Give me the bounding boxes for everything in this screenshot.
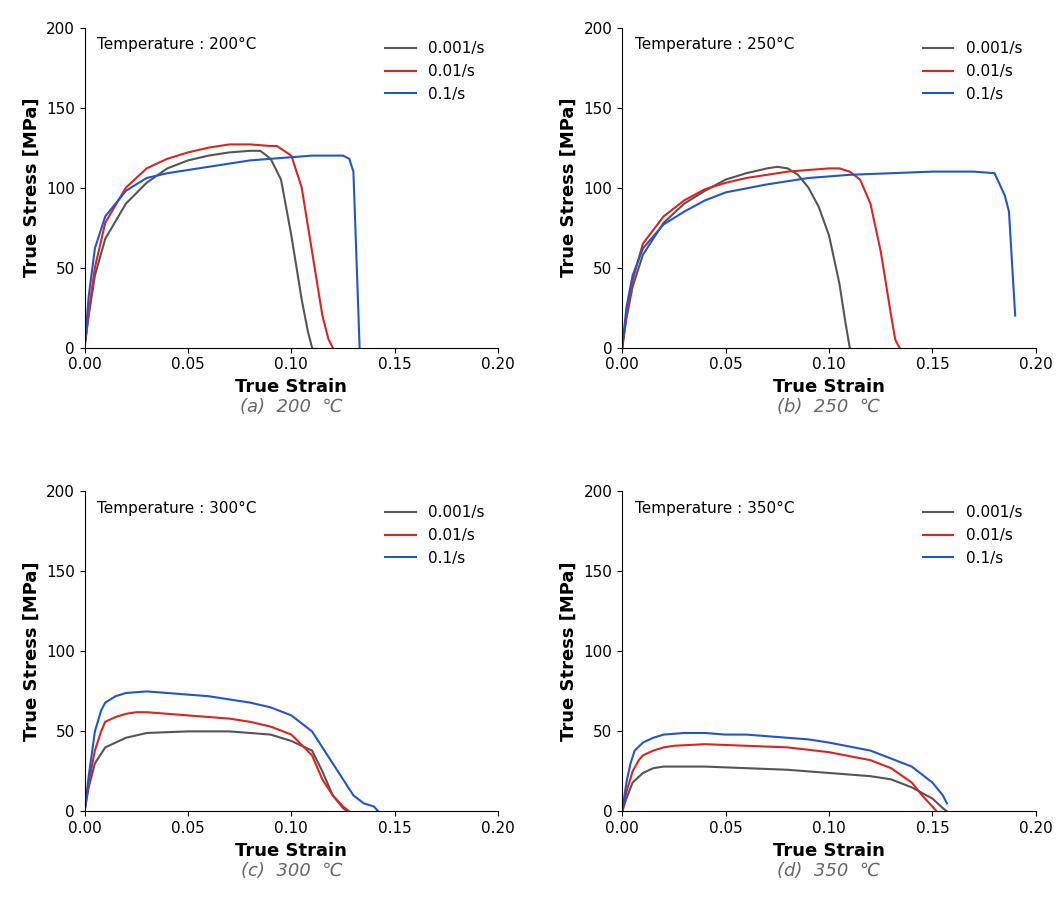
Text: (d)  350  ℃: (d) 350 ℃ [778, 862, 880, 881]
Legend: 0.001/s, 0.01/s, 0.1/s: 0.001/s, 0.01/s, 0.1/s [916, 499, 1028, 572]
Text: Temperature : 250°C: Temperature : 250°C [634, 37, 794, 53]
Y-axis label: True Stress [MPa]: True Stress [MPa] [560, 561, 578, 741]
Y-axis label: True Stress [MPa]: True Stress [MPa] [22, 98, 40, 278]
Text: Temperature : 300°C: Temperature : 300°C [97, 501, 257, 516]
Y-axis label: True Stress [MPa]: True Stress [MPa] [22, 561, 40, 741]
Legend: 0.001/s, 0.01/s, 0.1/s: 0.001/s, 0.01/s, 0.1/s [379, 499, 490, 572]
Text: Temperature : 200°C: Temperature : 200°C [97, 37, 257, 53]
Y-axis label: True Stress [MPa]: True Stress [MPa] [560, 98, 578, 278]
X-axis label: True Strain: True Strain [773, 842, 885, 859]
X-axis label: True Strain: True Strain [773, 378, 885, 396]
Text: (c)  300  ℃: (c) 300 ℃ [241, 862, 342, 881]
X-axis label: True Strain: True Strain [236, 842, 348, 859]
Text: (b)  250  ℃: (b) 250 ℃ [778, 398, 880, 416]
X-axis label: True Strain: True Strain [236, 378, 348, 396]
Text: (a)  200  ℃: (a) 200 ℃ [240, 398, 342, 416]
Text: Temperature : 350°C: Temperature : 350°C [634, 501, 794, 516]
Legend: 0.001/s, 0.01/s, 0.1/s: 0.001/s, 0.01/s, 0.1/s [379, 35, 490, 108]
Legend: 0.001/s, 0.01/s, 0.1/s: 0.001/s, 0.01/s, 0.1/s [916, 35, 1028, 108]
